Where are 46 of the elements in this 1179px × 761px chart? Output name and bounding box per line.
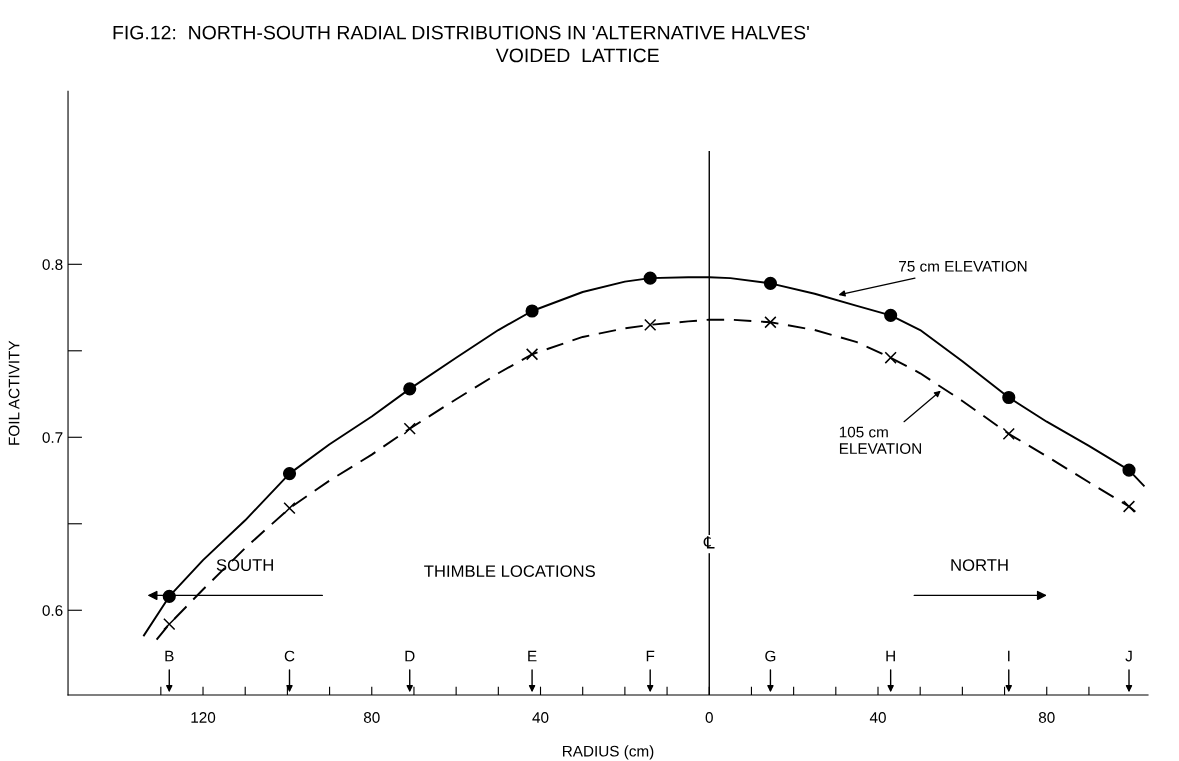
point [763,276,778,290]
x-axis-title: RADIUS (cm) [563,745,654,760]
x-tick-label: 0 [705,712,713,723]
annotation: NORTH [951,559,1008,571]
x-tick-label: 120 [191,712,216,723]
annotation: SOUTH [216,559,273,571]
annotation: J [1125,650,1132,662]
point [525,348,539,361]
x-tick-label: 40 [869,712,886,723]
y-axis-title: FOIL ACTIVITY [8,340,20,445]
y-tick-label: 0.6 [42,605,63,616]
point [1122,463,1136,477]
annotation: I [1008,650,1010,662]
annotation: E [528,650,537,662]
y-tick-label: 0.8 [42,259,63,270]
point [1002,390,1016,405]
point [1122,500,1136,513]
point [884,351,897,364]
y-tick-label: 0.7 [42,432,63,443]
annotation: 75 cm ELEVATION [899,260,1027,272]
point [163,617,176,631]
x-tick-label: 80 [1038,712,1055,723]
annotation: D [405,650,415,662]
ref-line-label: ℄ [703,536,715,549]
point [283,502,296,515]
x-tick-label: 40 [532,712,549,723]
point [403,382,417,396]
chart-title: FIG.12: NORTH-SOUTH RADIAL DISTRIBUTIONS IN 'ALTERNATIVE HALVES' [113,25,809,40]
point [644,318,657,331]
annotation: H [886,650,895,662]
point [403,422,416,435]
point [1002,427,1015,440]
annotation: 105 cm ELEVATION [839,426,921,454]
chart-subtitle: VOIDED LATTICE [495,48,659,63]
point [282,467,297,481]
annotation: G [765,650,776,662]
point [884,308,898,322]
annotation: THIMBLE LOCATIONS [424,565,595,578]
point [764,316,777,329]
annotation: F [646,650,655,662]
x-tick-label: 80 [363,712,380,723]
point [162,589,176,603]
point [525,304,539,318]
point [643,271,657,285]
annotation: B [165,650,174,662]
annotation: C [284,650,295,662]
